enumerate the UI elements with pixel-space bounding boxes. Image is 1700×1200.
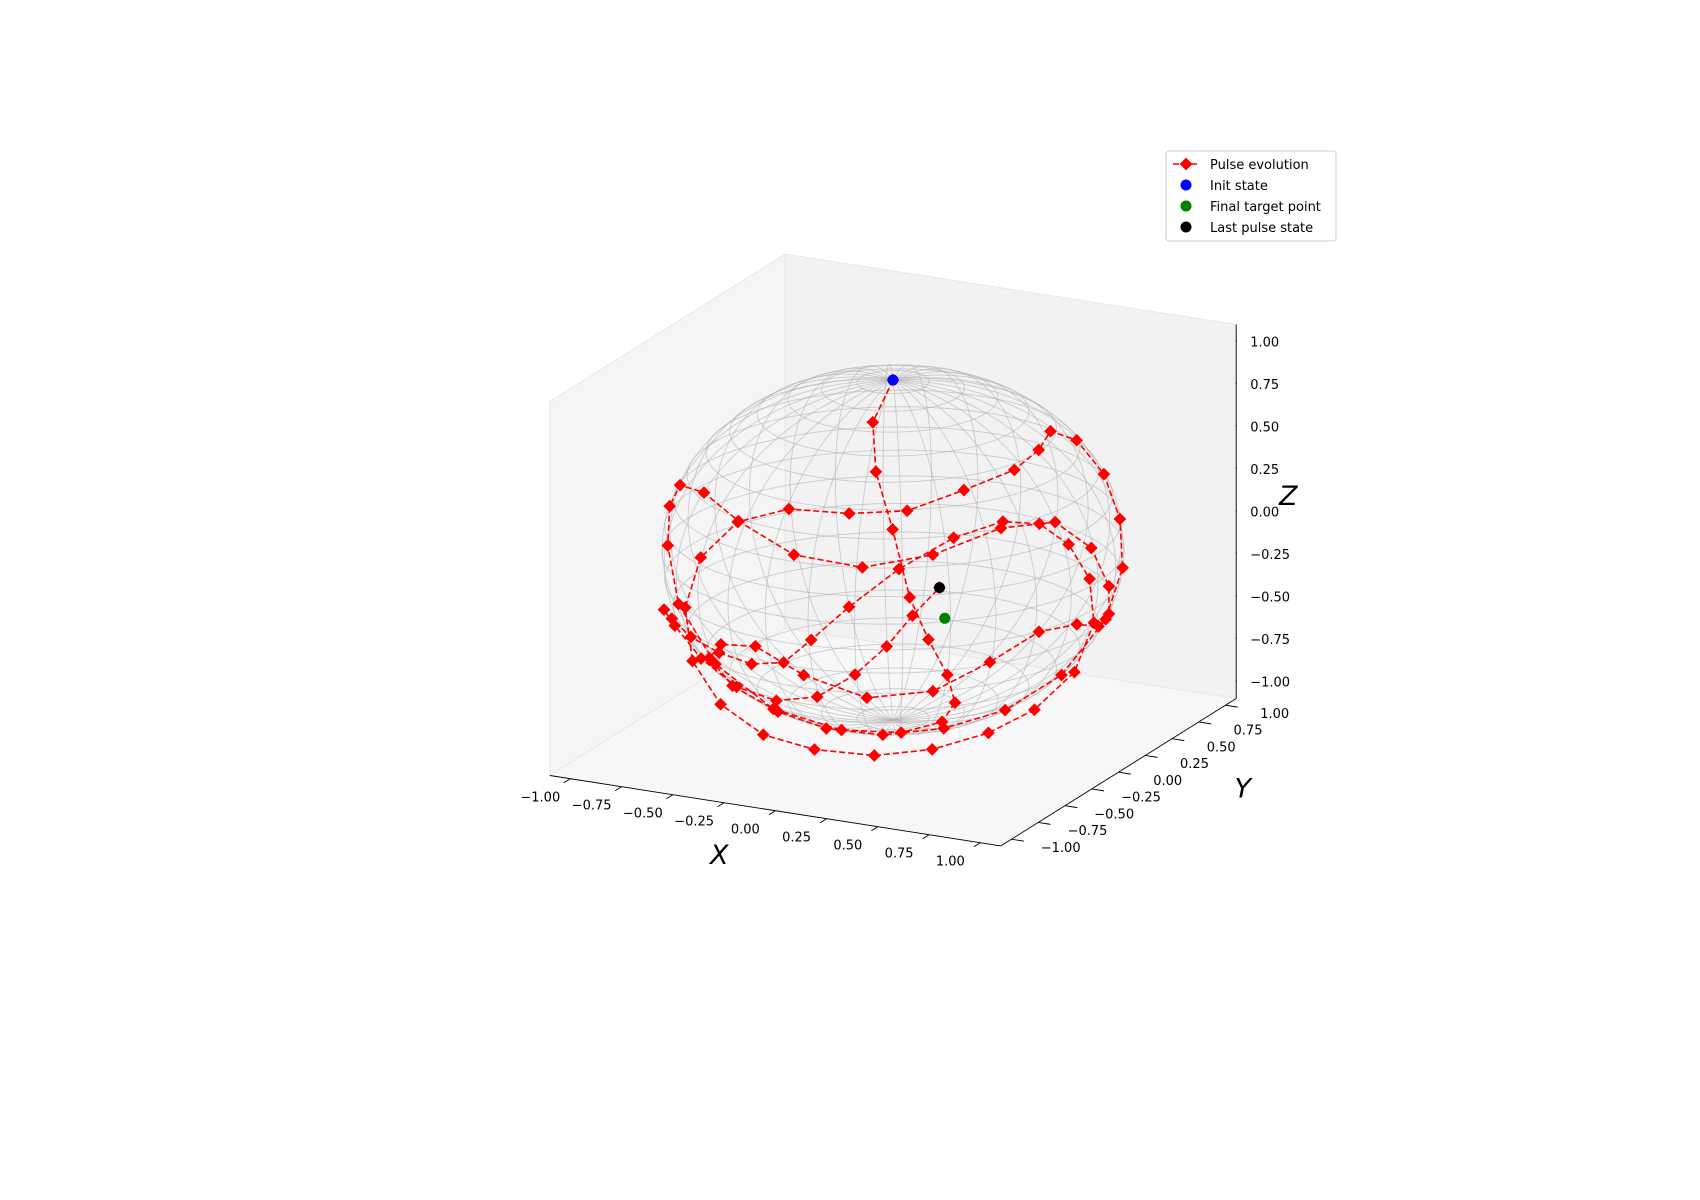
wire-meridian <box>892 364 932 721</box>
x-tick <box>819 818 827 824</box>
legend-frame <box>1165 150 1337 242</box>
x-tick <box>563 778 571 784</box>
y-tick-label: 0.00 <box>1153 774 1182 789</box>
legend-label-pulse-evolution: Pulse evolution <box>1210 158 1309 173</box>
y-tick-label: −0.50 <box>1094 807 1134 822</box>
legend-marker-init-state <box>1180 179 1192 191</box>
x-axis-label: X <box>708 840 729 871</box>
x-tick-label: −0.50 <box>623 807 663 822</box>
axes-3d: −1.00−0.75−0.50−0.250.000.250.500.751.00… <box>520 324 1298 871</box>
axes-panes <box>548 253 1238 847</box>
wire-meridian <box>892 379 1123 721</box>
sphere-wireframe <box>661 364 1125 736</box>
x-tick-label: 0.25 <box>782 831 811 846</box>
z-tick-label: −0.25 <box>1250 548 1290 563</box>
legend: Pulse evolution Init state Final target … <box>1165 150 1337 242</box>
init-state-point <box>887 374 899 386</box>
y-tick-label: 0.25 <box>1180 757 1209 772</box>
x-tick-label: −0.75 <box>572 799 612 814</box>
z-tick-label: 0.00 <box>1250 506 1279 521</box>
wire-meridian <box>892 379 1125 721</box>
z-axis-label: Z <box>1278 481 1298 512</box>
x-tick <box>922 834 930 840</box>
x-tick-label: 1.00 <box>936 855 965 870</box>
x-tick <box>973 842 981 848</box>
legend-label-final-target-point: Final target point <box>1210 200 1321 215</box>
y-tick <box>1171 738 1185 742</box>
wire-meridian <box>727 379 894 729</box>
y-axis-label: Y <box>1235 773 1254 804</box>
wire-meridian <box>807 379 894 735</box>
wire-meridian <box>892 379 952 735</box>
y-tick <box>1118 771 1131 775</box>
y-tick-label: 0.75 <box>1234 724 1263 739</box>
wire-meridian <box>892 374 1089 721</box>
x-tick <box>666 794 674 800</box>
wire-meridian <box>892 379 1072 727</box>
y-tick-label: 0.50 <box>1207 740 1236 755</box>
z-tick-label: −0.50 <box>1250 591 1290 606</box>
wire-meridian <box>892 379 1038 730</box>
z-tick-label: 1.00 <box>1250 336 1279 351</box>
y-tick <box>1064 805 1078 809</box>
z-tick-label: −1.00 <box>1250 676 1290 691</box>
x-tick <box>768 810 776 816</box>
z-tick-label: 0.25 <box>1250 463 1279 478</box>
y-tick <box>1011 838 1024 842</box>
wire-meridian <box>882 364 894 721</box>
x-tick <box>871 826 879 832</box>
x-tick-label: 0.00 <box>731 823 760 838</box>
x-tick <box>717 802 725 808</box>
legend-label-last-pulse-state: Last pulse state <box>1210 221 1313 236</box>
y-tick <box>1198 721 1212 725</box>
x-tick-label: −1.00 <box>520 791 560 806</box>
y-tick-label: −1.00 <box>1041 841 1081 856</box>
x-tick <box>614 786 622 792</box>
legend-label-init-state: Init state <box>1210 179 1268 194</box>
pane-y <box>784 253 1237 699</box>
x-tick-label: −0.25 <box>674 815 714 830</box>
y-tick-label: −0.75 <box>1068 824 1108 839</box>
z-tick-label: −0.75 <box>1250 633 1290 648</box>
y-tick-label: −0.25 <box>1121 791 1161 806</box>
z-tick-label: 0.50 <box>1250 421 1279 436</box>
y-tick <box>1038 822 1051 825</box>
y-tick <box>1091 788 1105 792</box>
z-tick-label: 0.75 <box>1250 378 1279 393</box>
x-tick-label: 0.50 <box>833 839 862 854</box>
wire-meridian <box>892 368 1022 721</box>
wire-meridian <box>892 377 1111 721</box>
wire-meridian <box>675 379 894 723</box>
wire-meridian <box>687 376 894 721</box>
wire-meridian <box>892 365 979 721</box>
y-tick <box>1225 704 1238 708</box>
wire-meridian <box>834 365 894 721</box>
wire-meridian <box>789 367 894 721</box>
legend-marker-last-pulse-state <box>1180 221 1192 233</box>
x-tick-label: 0.75 <box>885 847 914 862</box>
y-tick <box>1145 755 1158 758</box>
y-tick-label: 1.00 <box>1260 707 1289 722</box>
wire-meridian <box>697 379 894 726</box>
wire-meridian <box>748 370 894 721</box>
legend-marker-final-target-point <box>1180 200 1192 212</box>
special-points <box>887 374 951 624</box>
last-pulse-state-point <box>934 582 945 594</box>
final-target-point <box>939 612 951 624</box>
